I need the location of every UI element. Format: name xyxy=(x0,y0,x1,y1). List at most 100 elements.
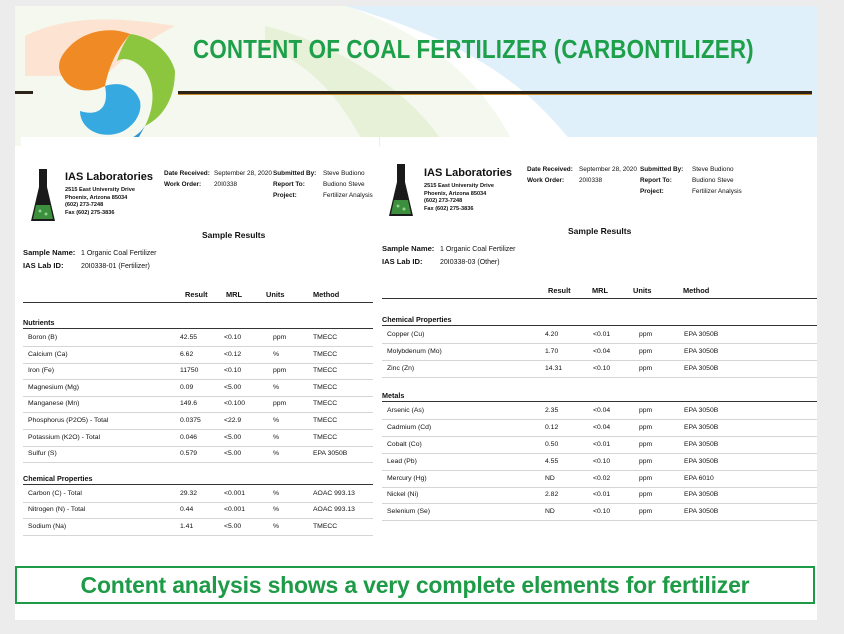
work-order-value: 20I0338 xyxy=(214,181,238,188)
flask-logo-icon xyxy=(31,169,55,221)
method-cell: TMECC xyxy=(313,383,338,391)
date-received-value: September 28, 2020 xyxy=(214,170,272,177)
analyte-cell: Zinc (Zn) xyxy=(387,364,415,372)
mrl-cell: <5.00 xyxy=(224,450,242,458)
sample-info: Sample Name: 1 Organic Coal Fertilizer IA… xyxy=(382,243,515,269)
col-mrl: MRL xyxy=(226,290,243,299)
table-row: Cobalt (Co) 0.50 <0.01 ppm EPA 3050B xyxy=(382,437,817,454)
result-cell: 1.70 xyxy=(545,347,559,355)
result-cell: 1.41 xyxy=(180,523,194,530)
method-cell: EPA 6010 xyxy=(684,474,714,482)
analyte-cell: Boron (B) xyxy=(28,334,58,341)
units-cell: ppm xyxy=(639,508,653,516)
mrl-cell: <0.10 xyxy=(593,508,611,516)
address-line: (602) 273-7248 xyxy=(65,202,104,208)
sample-results-heading: Sample Results xyxy=(568,226,632,236)
mrl-cell: <0.01 xyxy=(593,331,611,338)
flask-logo-icon xyxy=(389,164,413,216)
submitted-by-label: Submitted By: xyxy=(273,170,317,177)
address-line: 2515 East University Drive xyxy=(424,183,494,189)
table-row: Cadmium (Cd) 0.12 <0.04 ppm EPA 3050B xyxy=(382,420,817,438)
table-row: Nickel (Ni) 2.82 <0.01 ppm EPA 3050B xyxy=(382,487,817,505)
mrl-cell: <0.01 xyxy=(593,491,611,499)
result-cell: 0.579 xyxy=(180,450,198,458)
method-cell: EPA 3050B xyxy=(684,441,719,448)
lab-name: IAS Laboratories xyxy=(424,167,513,179)
mrl-cell: <0.10 xyxy=(593,364,611,372)
leaf-logo-graphic xyxy=(25,19,175,145)
sample-name-value: 1 Organic Coal Fertilizer xyxy=(440,246,516,253)
analyte-cell: Cadmium (Cd) xyxy=(387,424,432,432)
col-result: Result xyxy=(548,286,571,295)
mrl-cell: <0.100 xyxy=(224,400,245,408)
work-order-value: 20I0338 xyxy=(579,177,603,184)
analyte-cell: Phosphorus (P2O5) - Total xyxy=(28,417,109,424)
col-result: Result xyxy=(185,290,208,299)
method-cell: TMECC xyxy=(313,367,338,375)
method-cell: EPA 3050B xyxy=(684,331,719,338)
mrl-cell: <0.10 xyxy=(593,457,611,465)
lab-report-left: IAS Laboratories 2515 East University Dr… xyxy=(21,137,379,550)
table-row: Calcium (Ca) 6.62 <0.12% TMECC xyxy=(23,347,373,364)
table-row: Zinc (Zn) 14.31 <0.10 ppm EPA 3050B xyxy=(382,361,817,378)
result-cell: 4.20 xyxy=(545,331,559,338)
address-line: Fax (602) 275-3836 xyxy=(65,209,115,216)
result-cell: 0.50 xyxy=(545,441,559,448)
date-received-label: Date Received: xyxy=(527,166,573,173)
mrl-cell: <0.12 xyxy=(224,350,242,358)
sample-name-label: Sample Name: xyxy=(23,248,76,257)
date-received-label: Date Received: xyxy=(164,170,210,177)
result-cell: 4.55 xyxy=(545,457,559,465)
method-cell: EPA 3050B xyxy=(684,508,719,516)
address-line: 2515 East University Drive xyxy=(65,187,135,193)
sample-name-value: 1 Organic Coal Fertilizer xyxy=(81,250,157,257)
project-value: Fertilizer Analysis xyxy=(323,192,373,199)
units-cell: ppm xyxy=(639,331,653,338)
analyte-cell: Mercury (Hg) xyxy=(387,474,427,482)
mrl-cell: <0.10 xyxy=(224,334,242,341)
col-method: Method xyxy=(683,286,710,295)
analyte-cell: Cobalt (Co) xyxy=(387,441,422,448)
header-rule xyxy=(382,298,817,299)
address-line: Fax (602) 275-3836 xyxy=(424,205,474,212)
units-cell: ppm xyxy=(639,474,653,482)
report-to-label: Report To: xyxy=(640,177,672,184)
lab-address: 2515 East University Drive Phoenix, Ariz… xyxy=(424,183,494,213)
units-cell: ppm xyxy=(639,424,653,432)
result-cell: 2.35 xyxy=(545,407,559,415)
analyte-cell: Lead (Pb) xyxy=(387,457,417,465)
work-order-label: Work Order: xyxy=(164,181,202,188)
lab-name: IAS Laboratories xyxy=(65,171,154,183)
analyte-cell: Carbon (C) - Total xyxy=(28,489,82,497)
analyte-cell: Arsenic (As) xyxy=(387,407,425,415)
method-cell: EPA 3050B xyxy=(684,407,719,415)
lab-id-label: IAS Lab ID: xyxy=(23,261,64,270)
section-heading: Chemical Properties xyxy=(382,315,452,324)
result-cell: ND xyxy=(545,508,555,516)
col-units: Units xyxy=(633,286,652,295)
units-cell: ppm xyxy=(639,407,653,415)
section-rule xyxy=(23,483,373,485)
units-cell: % xyxy=(273,350,280,358)
mrl-cell: <0.04 xyxy=(593,347,611,355)
table-row: Potassium (K2O) - Total 0.046 <5.00% TMECC xyxy=(23,430,373,447)
method-cell: TMECC xyxy=(313,523,338,530)
units-cell: ppm xyxy=(639,491,653,499)
mrl-cell: <0.01 xyxy=(593,441,611,448)
lab-report-right: IAS Laboratories 2515 East University Dr… xyxy=(380,137,817,550)
result-cell: 29.32 xyxy=(180,489,198,497)
title-rule-left xyxy=(15,91,33,94)
units-cell: % xyxy=(273,433,280,441)
mrl-cell: <5.00 xyxy=(224,383,242,391)
units-cell: % xyxy=(273,383,280,391)
section-heading: Chemical Properties xyxy=(23,473,93,483)
result-cell: 0.44 xyxy=(180,506,194,514)
table-row: Molybdenum (Mo) 1.70 <0.04 ppm EPA 3050B xyxy=(382,344,817,361)
report-to-value: Budiono Steve xyxy=(323,181,365,188)
mrl-cell: <0.04 xyxy=(593,407,611,415)
units-cell: ppm xyxy=(273,367,287,375)
mrl-cell: <0.001 xyxy=(224,506,245,514)
work-order-label: Work Order: xyxy=(527,177,565,184)
report-to-value: Budiono Steve xyxy=(692,177,734,184)
table-row: Copper (Cu) 4.20 <0.01 ppm EPA 3050B xyxy=(382,327,817,344)
